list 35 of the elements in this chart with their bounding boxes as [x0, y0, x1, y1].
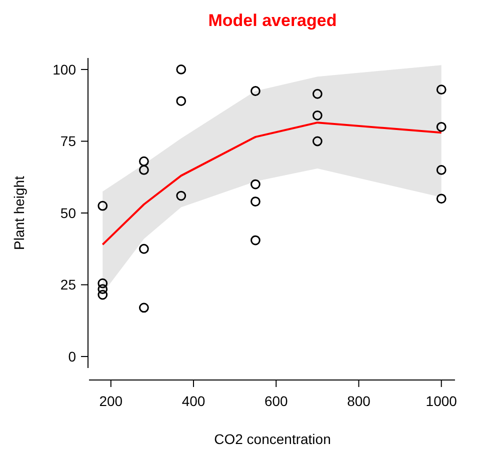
x-axis-title: CO2 concentration [214, 431, 331, 447]
point [98, 284, 108, 294]
point [436, 164, 446, 175]
point [176, 96, 186, 106]
point [436, 194, 446, 204]
point [250, 86, 260, 96]
y-tick-label: 100 [52, 61, 76, 78]
point [312, 110, 322, 120]
point [138, 156, 149, 166]
x-tick-label: 400 [182, 393, 206, 409]
point [436, 84, 446, 95]
point [98, 290, 108, 300]
point [176, 64, 186, 74]
chart-title: Model averaged [208, 11, 337, 30]
x-tick-label: 600 [264, 393, 288, 409]
y-tick-label: 75 [60, 133, 76, 150]
point [436, 122, 446, 132]
point [138, 244, 149, 254]
x-tick-label: 800 [347, 393, 371, 409]
point [250, 196, 260, 206]
x-tick-label: 1000 [426, 393, 458, 409]
point [98, 278, 108, 288]
point [250, 235, 260, 246]
point [312, 88, 322, 99]
point [250, 179, 260, 190]
y-tick-label: 25 [60, 276, 76, 293]
point [176, 190, 186, 201]
point [98, 200, 108, 211]
point [138, 164, 149, 175]
point [138, 302, 149, 313]
point [312, 136, 322, 146]
y-axis-title: Plant height [11, 176, 27, 250]
y-tick-label: 50 [60, 204, 76, 221]
y-tick-label: 0 [68, 348, 76, 364]
x-tick-label: 200 [99, 393, 123, 409]
